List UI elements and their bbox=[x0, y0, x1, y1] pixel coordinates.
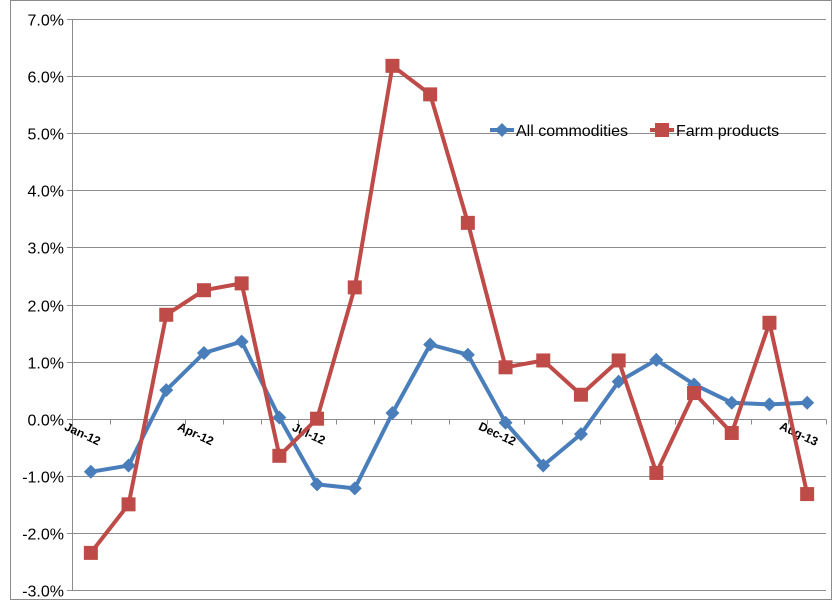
legend-label: All commodities bbox=[516, 123, 628, 140]
data-point bbox=[498, 415, 513, 430]
legend-label: Farm products bbox=[676, 123, 779, 140]
data-point bbox=[347, 280, 362, 295]
data-point bbox=[762, 315, 777, 330]
data-point bbox=[234, 334, 249, 349]
y-tick-label: 3.0% bbox=[28, 241, 64, 258]
data-point bbox=[762, 397, 777, 412]
data-point bbox=[385, 405, 400, 420]
data-point bbox=[460, 215, 475, 230]
legend-swatch-marker bbox=[495, 123, 509, 137]
series-line bbox=[90, 339, 808, 491]
chart-border bbox=[10, 0, 832, 600]
data-point bbox=[347, 481, 362, 496]
data-point bbox=[423, 337, 438, 352]
legend: All commodities Farm products bbox=[490, 123, 779, 140]
legend-item-0: All commodities bbox=[490, 123, 628, 140]
data-point bbox=[272, 410, 287, 425]
data-point bbox=[83, 545, 98, 560]
data-point bbox=[310, 477, 325, 492]
legend-item-1: Farm products bbox=[650, 123, 779, 140]
data-point bbox=[234, 276, 249, 291]
data-point bbox=[611, 374, 626, 389]
legend-swatch-marker bbox=[655, 123, 669, 137]
data-point bbox=[724, 425, 739, 440]
data-point bbox=[196, 346, 211, 361]
data-point bbox=[536, 353, 551, 368]
series-layer bbox=[83, 58, 815, 560]
data-point bbox=[536, 458, 551, 473]
data-point bbox=[724, 395, 739, 410]
series-1 bbox=[83, 58, 815, 560]
data-point bbox=[649, 465, 664, 480]
y-tick-label: 0.0% bbox=[28, 413, 64, 430]
y-tick-label: 6.0% bbox=[28, 70, 64, 87]
gridlines bbox=[72, 19, 826, 591]
y-tick-label: -2.0% bbox=[22, 527, 64, 544]
y-tick-label: 5.0% bbox=[28, 127, 64, 144]
data-point bbox=[800, 487, 815, 502]
data-point bbox=[573, 387, 588, 402]
y-tick-label: 7.0% bbox=[28, 13, 64, 30]
data-point bbox=[611, 353, 626, 368]
y-tick-label: -1.0% bbox=[22, 470, 64, 487]
data-point bbox=[121, 458, 136, 473]
y-tick-label: -3.0% bbox=[22, 584, 64, 601]
data-point bbox=[196, 283, 211, 298]
data-point bbox=[159, 307, 174, 322]
data-point bbox=[159, 383, 174, 398]
y-tick-label: 2.0% bbox=[28, 299, 64, 316]
data-point bbox=[310, 411, 325, 426]
y-tick-label: 4.0% bbox=[28, 184, 64, 201]
data-point bbox=[800, 395, 815, 410]
y-axis: 7.0% 6.0% 5.0% 4.0% 3.0% 2.0% 1.0% 0.0% -1.0% -2.… bbox=[22, 13, 73, 601]
data-point bbox=[498, 360, 513, 375]
data-point bbox=[649, 352, 664, 367]
data-point bbox=[423, 87, 438, 102]
data-point bbox=[385, 58, 400, 73]
data-point bbox=[121, 497, 136, 512]
data-point bbox=[460, 347, 475, 362]
y-tick-label: 1.0% bbox=[28, 356, 64, 373]
data-point bbox=[573, 427, 588, 442]
series-0 bbox=[83, 334, 815, 496]
data-point bbox=[83, 464, 98, 479]
data-point bbox=[272, 448, 287, 463]
data-point bbox=[687, 386, 702, 401]
